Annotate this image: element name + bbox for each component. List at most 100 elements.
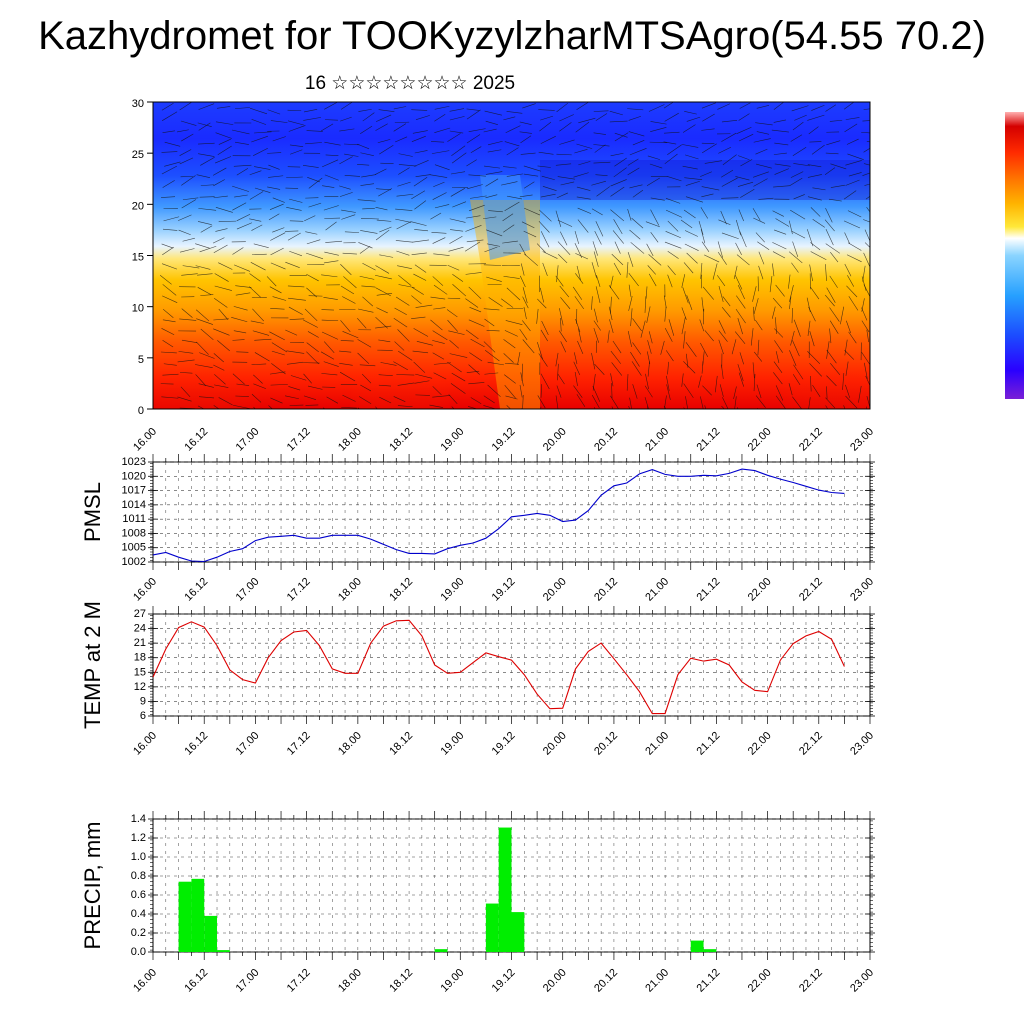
wind-barb (375, 265, 390, 274)
wind-barb (449, 353, 468, 358)
wind-barb (737, 285, 745, 300)
wind-barb (700, 342, 709, 358)
wind-barb (196, 318, 214, 325)
wind-barb (609, 120, 628, 123)
wind-barb (555, 163, 572, 166)
wind-barb (483, 308, 500, 311)
wind-barb (739, 102, 751, 109)
precip-y-tick-label: 1.0 (131, 851, 146, 863)
wind-barb (270, 307, 285, 310)
wind-barb (214, 384, 229, 388)
wind-barb (488, 210, 503, 213)
wind-barb (232, 202, 247, 211)
pmsl-y-tick-label: 1005 (122, 542, 146, 554)
pmsl-x-tick-label: 16.00 (131, 576, 159, 604)
wind-barb (576, 143, 593, 149)
wind-barb (504, 141, 520, 147)
precip-x-tick-label: 23.00 (848, 967, 876, 995)
pmsl-x-tick-label: 22.12 (797, 576, 825, 604)
wind-barb (433, 362, 451, 365)
wind-barb (452, 284, 467, 297)
wind-barb (501, 181, 518, 186)
wind-barb (487, 140, 503, 146)
wind-barb (830, 163, 847, 170)
wind-barb (610, 395, 619, 409)
wind-barb (756, 105, 770, 109)
wind-barb (829, 307, 840, 322)
wind-barb (845, 117, 860, 120)
wind-barb (722, 397, 729, 409)
wind-barb (686, 294, 693, 311)
wind-barb (197, 405, 205, 409)
pmsl-y-tick-label: 1002 (122, 556, 146, 568)
section-x-tick-label: 18.12 (387, 426, 415, 454)
wind-barb (844, 232, 851, 244)
wind-barb (213, 244, 228, 254)
wind-barb (160, 351, 177, 354)
wind-barb (339, 156, 353, 165)
precip-x-tick-label: 20.12 (592, 967, 620, 995)
wind-barb (448, 246, 464, 252)
wind-barb (845, 179, 860, 186)
wind-barb (753, 217, 766, 224)
wind-barb (524, 253, 538, 266)
warm-blob (350, 319, 450, 409)
wind-barb (538, 353, 548, 367)
wind-barb (843, 220, 861, 229)
wind-barb (686, 252, 698, 264)
wind-barb (664, 131, 680, 134)
wind-barb (213, 405, 220, 409)
wind-barb (863, 163, 870, 166)
wind-barb (215, 207, 233, 213)
wind-barb (523, 165, 541, 172)
temp-y-tick-label: 18 (134, 652, 146, 664)
wind-barb (375, 229, 390, 241)
wind-barb (433, 284, 448, 295)
temp-panel: 6 9 12 15 18 21 24 27 TEMP at 2 M 16.00 16.12 17.00… (80, 601, 876, 758)
wind-barb (717, 251, 727, 265)
wind-barb (521, 221, 535, 229)
wind-barb (304, 308, 318, 322)
temp-x-tick-label: 22.00 (746, 730, 774, 758)
wind-barb (217, 340, 230, 352)
wind-barb (735, 242, 742, 256)
wind-barb (681, 373, 684, 387)
wind-barb (755, 148, 768, 155)
wind-barb (555, 210, 562, 227)
wind-barb (736, 254, 750, 266)
wind-barb (179, 157, 194, 165)
wind-barb (452, 201, 467, 208)
wind-barb (788, 274, 791, 289)
wind-barb (231, 129, 250, 135)
section-y-tick-label: 20 (132, 200, 144, 212)
wind-barb (485, 194, 498, 199)
wind-barb (379, 226, 392, 233)
wind-barb (667, 220, 679, 232)
wind-barb (503, 339, 516, 349)
wind-barb (592, 385, 601, 402)
wind-barb (181, 308, 193, 318)
wind-barb (840, 306, 845, 325)
wind-barb (648, 104, 665, 112)
section-y-axis: 0 5 10 15 20 25 30 (132, 98, 153, 417)
wind-barb (540, 231, 550, 248)
wind-barb (825, 294, 835, 307)
wind-barb (306, 130, 323, 132)
wind-barb (447, 319, 458, 332)
wind-barb (306, 342, 319, 353)
wind-barb (807, 320, 811, 337)
wind-barb (270, 232, 286, 241)
wind-barb (685, 342, 697, 357)
wind-barb (825, 208, 833, 223)
wind-barb (212, 167, 227, 176)
pmsl-x-tick-label: 18.12 (387, 576, 415, 604)
wind-barb (682, 124, 696, 133)
wind-barb (504, 330, 518, 337)
wind-barb (467, 184, 483, 190)
wind-barb (179, 318, 197, 321)
wind-barb (522, 296, 529, 309)
wind-barb (683, 262, 694, 274)
wind-barb (558, 254, 568, 264)
wind-barb (376, 293, 393, 296)
wind-barb (537, 395, 546, 409)
